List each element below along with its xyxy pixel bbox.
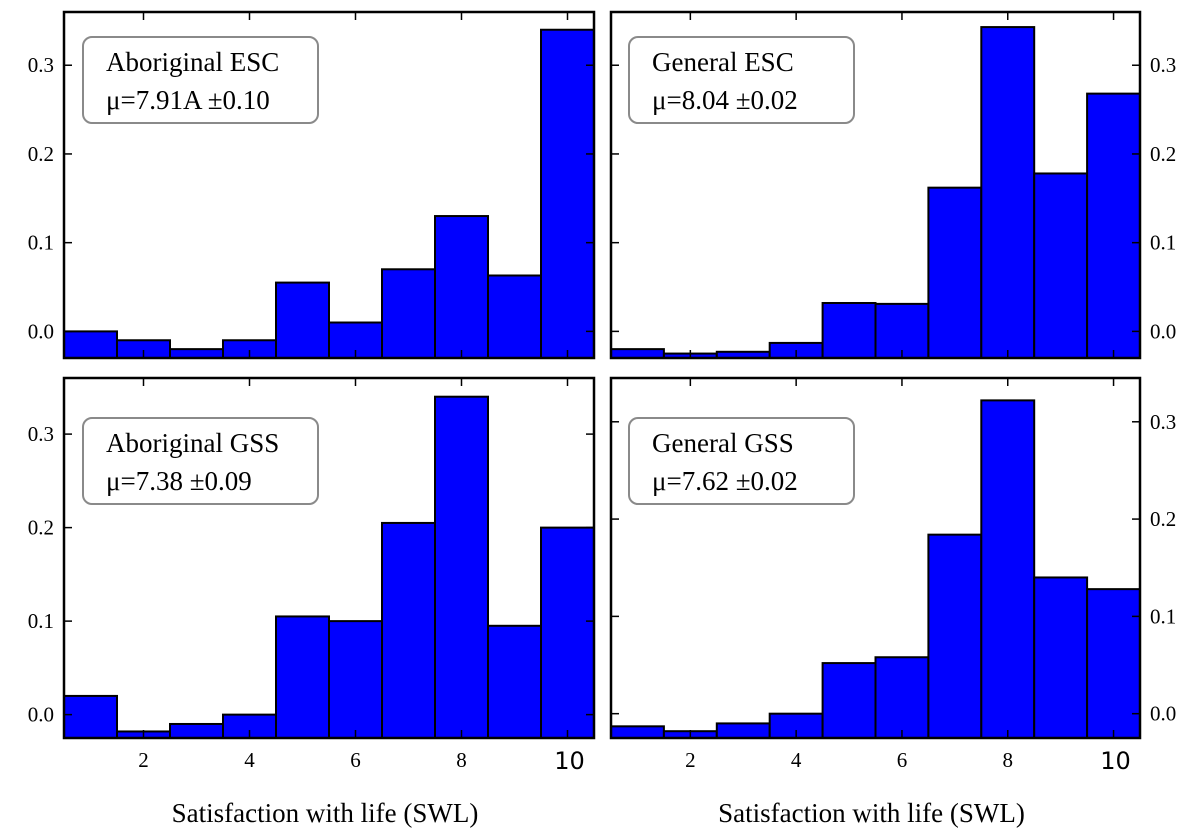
- y-tick-label: 0.1: [1150, 604, 1176, 628]
- x-tick-label: 4: [791, 748, 802, 772]
- bar-bottom-left-6: [328, 620, 383, 739]
- axes-frame: [609, 10, 1142, 360]
- bar-top-right-10: [1086, 92, 1141, 359]
- y-tick-label: 0.0: [1150, 319, 1176, 343]
- bar-top-right-5: [821, 301, 877, 359]
- bar-bottom-left-9: [487, 624, 542, 740]
- bar-top-left-9: [487, 274, 542, 359]
- y-tick-label: 0.1: [1150, 231, 1176, 255]
- bar-bottom-right-1: [610, 725, 665, 740]
- x-axis-label: Satisfaction with life (SWL): [172, 798, 479, 828]
- y-tick-label: 0.0: [1150, 702, 1176, 726]
- panel-bottom-right: 0.0 0.1 0.2 0.3 2 4 6 8 10 Satisfaction with life…: [609, 376, 1176, 828]
- x-tick-label: 6: [897, 748, 908, 772]
- y-tick-label: 0.3: [28, 53, 54, 77]
- bar-top-left-3: [169, 348, 224, 359]
- y-tick-label: 0.0: [28, 319, 54, 343]
- y-tick-label: 0.3: [1150, 53, 1176, 77]
- x-tick-label: 10: [1100, 747, 1131, 775]
- x-tick-label: 2: [138, 748, 149, 772]
- legend-stat: μ=7.38 ±0.09: [106, 466, 252, 496]
- x-axis-label: Satisfaction with life (SWL): [718, 798, 1025, 828]
- legend-title: General GSS: [652, 428, 794, 458]
- y-tick-label: 0.2: [28, 142, 54, 166]
- bar-top-right-7: [927, 186, 983, 359]
- bar-top-left-10: [540, 28, 595, 359]
- x-tick-label: 10: [554, 747, 585, 775]
- legend: Aboriginal ESC μ=7.91A ±0.10: [82, 36, 319, 124]
- axes-frame: [62, 376, 596, 740]
- y-tick-label: 0.2: [1150, 507, 1176, 531]
- y-tick-label: 0.2: [1150, 142, 1176, 166]
- bar-bottom-right-3: [715, 722, 771, 739]
- legend-box: [82, 417, 319, 505]
- axes-frame: [609, 376, 1142, 740]
- legend: Aboriginal GSS μ=7.38 ±0.09: [82, 417, 319, 505]
- bar-bottom-left-5: [275, 615, 330, 739]
- bar-bottom-left-1: [63, 694, 118, 739]
- legend-stat: μ=7.91A ±0.10: [106, 85, 270, 115]
- x-tick-label: 8: [456, 748, 467, 772]
- bar-top-left-5: [275, 281, 330, 360]
- bar-top-right-1: [610, 348, 665, 359]
- bar-top-right-6: [874, 302, 930, 359]
- bar-bottom-left-7: [381, 521, 436, 739]
- legend-title: Aboriginal GSS: [106, 428, 279, 458]
- bar-top-right-9: [1033, 172, 1089, 359]
- bar-bottom-right-9: [1033, 576, 1089, 740]
- bar-bottom-left-10: [540, 526, 595, 740]
- legend-stat: μ=7.62 ±0.02: [652, 466, 798, 496]
- y-tick-label: 0.0: [28, 703, 54, 727]
- x-tick-label: 2: [685, 748, 696, 772]
- panel-bottom-left: 0.0 0.1 0.2 0.3 2 4 6 8 10 Satisfaction with life…: [28, 376, 596, 828]
- bar-bottom-right-8: [980, 399, 1036, 739]
- legend-box: [82, 36, 319, 124]
- y-tick-label: 0.3: [28, 422, 54, 446]
- legend-title: General ESC: [652, 47, 794, 77]
- bar-bottom-right-7: [927, 533, 983, 739]
- legend-box: [628, 417, 855, 505]
- y-tick-label: 0.2: [28, 516, 54, 540]
- bar-top-left-8: [434, 215, 489, 359]
- legend-stat: μ=8.04 ±0.02: [652, 85, 798, 115]
- y-tick-label: 0.1: [28, 231, 54, 255]
- panel-top-right: 0.0 0.1 0.2 0.3 General ESC μ=8.04 ±0.02: [609, 10, 1176, 360]
- y-tick-label: 0.1: [28, 609, 54, 633]
- bar-bottom-right-10: [1086, 588, 1141, 739]
- legend: General GSS μ=7.62 ±0.02: [628, 417, 855, 505]
- bar-top-left-1: [63, 330, 118, 359]
- x-tick-label: 4: [244, 748, 255, 772]
- bar-bottom-left-8: [434, 395, 489, 739]
- axes-frame: [62, 10, 596, 360]
- legend-box: [628, 36, 855, 124]
- bar-top-right-8: [980, 26, 1036, 359]
- x-tick-label: 6: [350, 748, 361, 772]
- x-tick-label: 8: [1003, 748, 1014, 772]
- bar-top-left-7: [381, 268, 436, 359]
- bar-bottom-right-5: [821, 662, 877, 739]
- bar-bottom-left-3: [169, 722, 224, 739]
- y-tick-label: 0.3: [1150, 410, 1176, 434]
- panel-top-left: 0.0 0.1 0.2 0.3 Aboriginal ESC μ=7.91A ±0.10: [28, 10, 596, 360]
- bar-bottom-right-6: [874, 656, 930, 739]
- legend-title: Aboriginal ESC: [106, 47, 279, 77]
- legend: General ESC μ=8.04 ±0.02: [628, 36, 855, 124]
